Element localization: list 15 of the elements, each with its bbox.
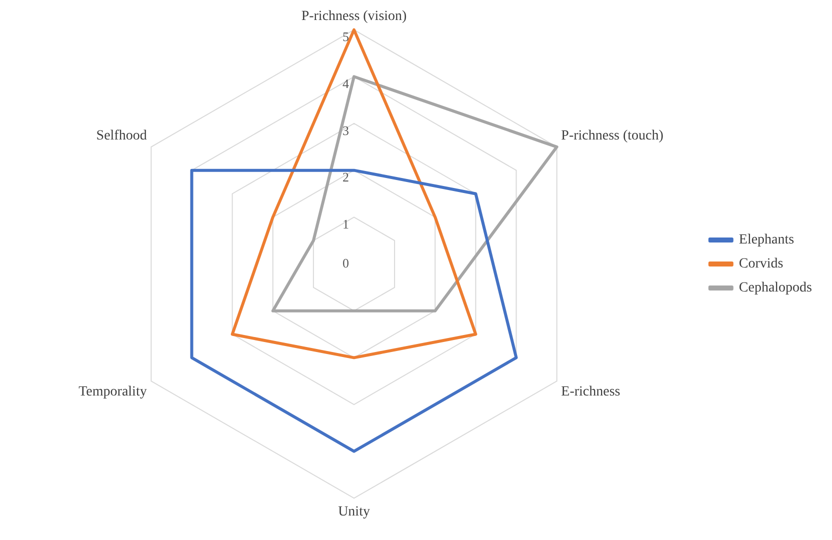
spoke-label: P-richness (vision): [301, 9, 408, 24]
spoke-label: Unity: [338, 504, 370, 520]
y-tick-label: 3: [342, 122, 349, 138]
spoke-label: Temporality: [78, 384, 147, 400]
y-tick-label: 1: [342, 216, 349, 232]
spoke-label: Selfhood: [96, 128, 147, 144]
legend-label: Elephants: [738, 232, 794, 248]
y-tick-label: 2: [342, 170, 349, 185]
spoke-label: P-richness (touch): [561, 128, 664, 144]
legend-label: Corvids: [738, 256, 784, 272]
legend-label: Cephalopods: [738, 280, 812, 296]
spoke-label: E-richness: [561, 384, 620, 400]
y-tick-label: 0: [342, 255, 349, 270]
y-tick-label: 5: [342, 29, 349, 44]
y-tick-label: 4: [342, 76, 350, 92]
